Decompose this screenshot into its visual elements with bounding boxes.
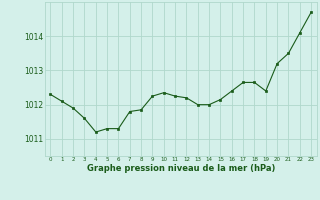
X-axis label: Graphe pression niveau de la mer (hPa): Graphe pression niveau de la mer (hPa) — [87, 164, 275, 173]
